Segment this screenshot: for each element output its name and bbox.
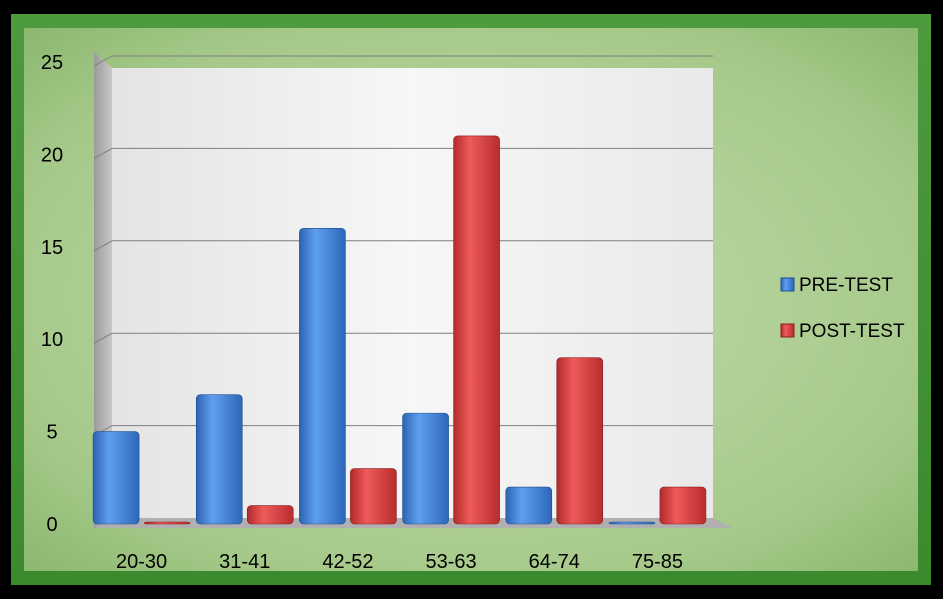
legend-swatch-pre-test: [780, 277, 795, 292]
bar-post-test-31-41: [246, 505, 294, 525]
bar-post-test-75-85: [659, 486, 707, 525]
legend-label-pre-test: PRE-TEST: [799, 275, 893, 296]
y-tick-label: 10: [41, 329, 63, 351]
bar-post-test-42-52: [350, 468, 397, 525]
x-tick-label: 31-41: [219, 551, 270, 573]
legend: PRE-TEST POST-TEST: [780, 275, 905, 342]
y-tick-label: 5: [46, 422, 57, 444]
legend-item-pre-test: PRE-TEST: [780, 275, 893, 296]
gridline-side: [93, 332, 113, 344]
bar-pre-test-75-85: [608, 521, 656, 525]
bar-pre-test-42-52: [299, 228, 346, 525]
legend-item-post-test: POST-TEST: [780, 321, 905, 342]
y-tick-label: 15: [41, 237, 63, 259]
legend-label-post-test: POST-TEST: [799, 321, 905, 342]
y-tick-label: 20: [41, 144, 63, 166]
bar-post-test-53-63: [453, 135, 500, 525]
gridline-side: [93, 55, 113, 67]
x-tick-label: 53-63: [426, 551, 477, 573]
bar-pre-test-31-41: [195, 394, 243, 525]
gridline-side: [93, 147, 113, 159]
bar-post-test-20-30: [143, 521, 191, 525]
x-tick-label: 20-30: [116, 551, 167, 573]
bar-pre-test-20-30: [92, 431, 140, 525]
bar-post-test-64-74: [556, 357, 604, 525]
y-tick-label: 0: [46, 514, 57, 536]
x-tick-label: 64-74: [529, 551, 580, 573]
x-tick-label: 75-85: [632, 551, 683, 573]
bar-pre-test-53-63: [402, 412, 449, 525]
side-wall: [94, 52, 112, 528]
legend-swatch-post-test: [780, 323, 795, 338]
gridline-side: [93, 240, 113, 252]
x-tick-label: 42-52: [322, 551, 373, 573]
bar-pre-test-64-74: [505, 486, 553, 525]
y-tick-label: 25: [41, 52, 63, 74]
